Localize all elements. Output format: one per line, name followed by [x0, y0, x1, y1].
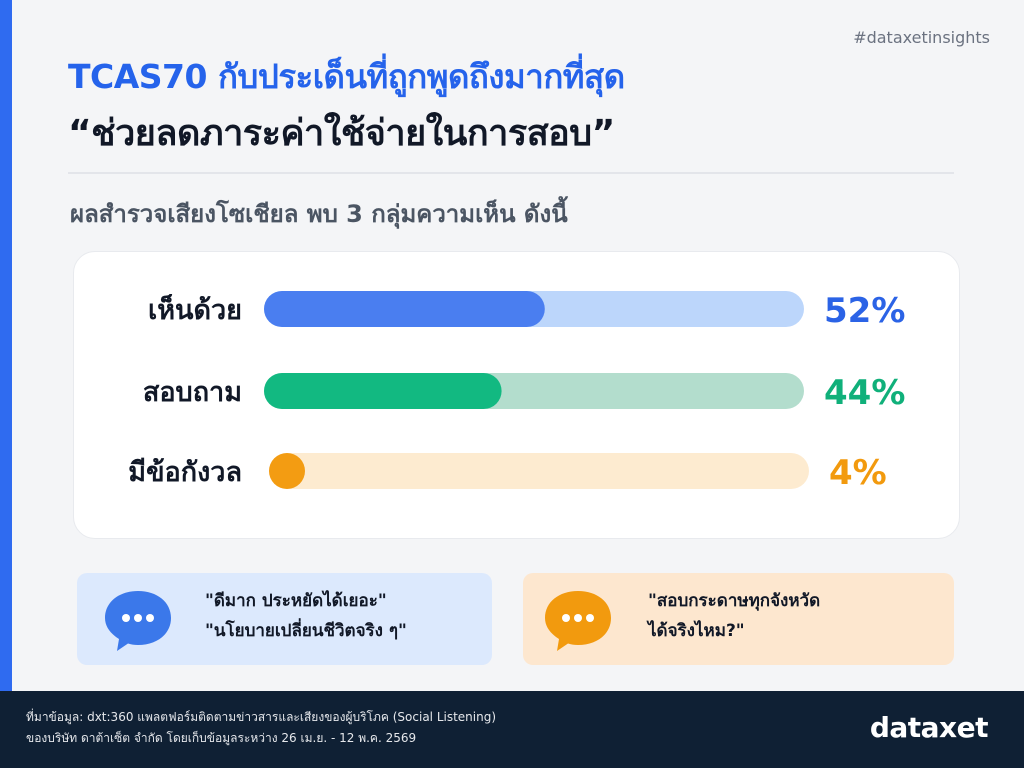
bar-fill [264, 373, 502, 409]
left-accent-stripe [0, 0, 12, 768]
page-headline-quote: “ช่วยลดภาระค่าใช้จ่ายในการสอบ” [68, 113, 615, 154]
quote-line: ได้จริงไหม?" [648, 621, 745, 641]
bar-fill [264, 291, 545, 327]
bar-fill [269, 453, 305, 489]
quote-line: "ดีมาก ประหยัดได้เยอะ" [205, 591, 387, 611]
footer: ที่มาข้อมูล: dxt:360 แพลตฟอร์มติดตามข่าว… [0, 691, 1024, 768]
page-subtitle: ผลสำรวจเสียงโซเชียล พบ 3 กลุ่มความเห็น ด… [70, 200, 568, 228]
dataxet-logo: dataxet [869, 711, 989, 744]
page-title: TCAS70 กับประเด็นที่ถูกพูดถึงมากที่สุด [68, 57, 625, 96]
chat-bubble-icon [105, 591, 171, 651]
hashtag: #dataxetinsights [853, 28, 990, 47]
quote-card-positive: "ดีมาก ประหยัดได้เยอะ" "นโยบายเปลี่ยนชีว… [77, 573, 492, 665]
source-line: ที่มาข้อมูล: dxt:360 แพลตฟอร์มติดตามข่าว… [26, 710, 497, 724]
value-label: 44% [824, 373, 905, 413]
value-label: 52% [824, 291, 905, 331]
quote-card-concern: "สอบกระดาษทุกจังหวัด ได้จริงไหม?" [523, 573, 954, 665]
header-divider [68, 172, 954, 174]
bar-track [269, 453, 809, 489]
quote-line: "นโยบายเปลี่ยนชีวิตจริง ๆ" [205, 621, 407, 641]
quote-line: "สอบกระดาษทุกจังหวัด [648, 591, 821, 611]
chat-bubble-icon [545, 591, 611, 651]
category-label: สอบถาม [143, 377, 242, 408]
chart-card: เห็นด้วย 52% สอบถาม 44% มีข้อกังวล 4% [73, 251, 960, 539]
source-line: ของบริษัท ดาต้าเซ็ต จำกัด โดยเก็บข้อมูลร… [26, 731, 417, 745]
category-label: เห็นด้วย [148, 292, 242, 326]
category-label: มีข้อกังวล [128, 457, 242, 488]
value-label: 4% [829, 453, 887, 493]
bar-chart: เห็นด้วย 52% สอบถาม 44% มีข้อกังวล 4% [128, 291, 905, 493]
